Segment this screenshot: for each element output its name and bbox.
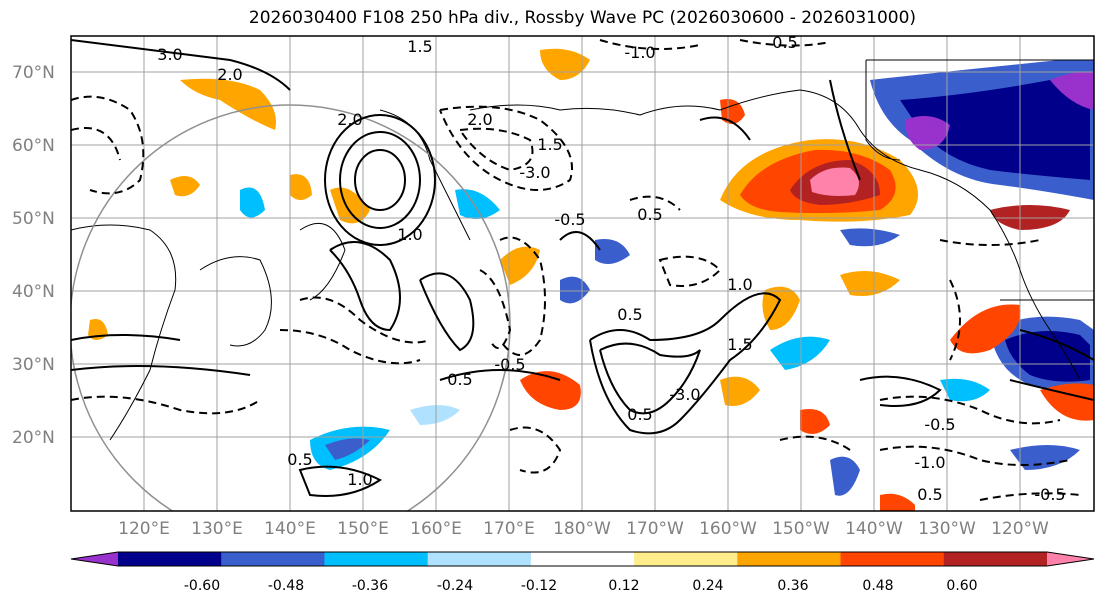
colorbar-tick-label: -0.48 <box>268 578 304 594</box>
colorbar-tick-label: 0.48 <box>862 578 893 594</box>
contour-label: -0.5 <box>924 415 955 434</box>
colorbar-tick-label: 0.12 <box>608 578 639 594</box>
colorbar-outline <box>70 551 1095 567</box>
map-title: 2026030400 F108 250 hPa div., Rossby Wav… <box>248 8 917 28</box>
contour-label: 1.0 <box>397 225 422 244</box>
colorbar-tick-label: -0.24 <box>437 578 473 594</box>
lon-label: 130°E <box>191 519 243 539</box>
contour-label-group: 3.0 2.0 1.5 -1.0 0.5 2.0 2.0 1.5 -3.0 0.5 1.0 0.5 0.… <box>157 33 1065 504</box>
contour-label: -0.5 <box>1034 485 1065 504</box>
colorbar-tick-labels: -0.60 -0.48 -0.36 -0.24 -0.12 0.12 0.24 … <box>184 578 978 594</box>
contour-label: 1.5 <box>727 335 752 354</box>
lat-label: 50°N <box>12 209 55 229</box>
lon-label: 170°W <box>626 519 684 539</box>
contour-label: 0.5 <box>772 33 797 52</box>
colorbar-swatch <box>1047 552 1094 566</box>
colorbar-tick-label: -0.60 <box>184 578 220 594</box>
contour-label: 0.5 <box>447 370 472 389</box>
colorbar-tick-label: -0.12 <box>521 578 557 594</box>
lon-label: 170°E <box>483 519 535 539</box>
lon-label: 160°E <box>410 519 462 539</box>
contour-label: 1.5 <box>537 135 562 154</box>
lat-label: 60°N <box>12 136 55 156</box>
contour-label: -3.0 <box>669 385 700 404</box>
colorbar-swatch <box>324 552 429 566</box>
contour-label: -0.5 <box>494 355 525 374</box>
lat-label: 40°N <box>12 282 55 302</box>
contour-label: 3.0 <box>157 45 182 64</box>
lon-label: 120°W <box>991 519 1049 539</box>
lon-label: 150°E <box>337 519 389 539</box>
colorbar-swatch <box>427 552 532 566</box>
colorbar-swatch <box>221 552 325 566</box>
contour-label: 0.5 <box>617 305 642 324</box>
contour-label: -1.0 <box>914 453 945 472</box>
lat-label: 20°N <box>12 428 55 448</box>
lat-label: 30°N <box>12 355 55 375</box>
colorbar-tick-label: -0.36 <box>352 578 388 594</box>
contour-label: 2.0 <box>217 65 242 84</box>
contour-label: 1.0 <box>347 470 372 489</box>
colorbar-swatch <box>840 552 945 566</box>
contours-negative <box>71 39 1081 501</box>
colorbar <box>70 551 1095 567</box>
divergence-shading <box>88 48 1094 511</box>
lon-label: 150°W <box>772 519 830 539</box>
lat-label: 70°N <box>12 63 55 83</box>
contour-label: 2.0 <box>337 110 362 129</box>
lon-label: 160°W <box>699 519 757 539</box>
latitude-labels: 70°N 60°N 50°N 40°N 30°N 20°N <box>12 63 55 448</box>
contour-label: -3.0 <box>519 163 550 182</box>
lon-label: 140°W <box>845 519 903 539</box>
colorbar-swatch <box>71 552 118 566</box>
colorbar-swatch <box>634 552 738 566</box>
lon-label: 180°W <box>553 519 611 539</box>
colorbar-tick-label: 0.60 <box>946 578 977 594</box>
contour-label: 1.5 <box>407 37 432 56</box>
longitude-labels: 120°E 130°E 140°E 150°E 160°E 170°E 180°… <box>118 519 1049 539</box>
colorbar-swatch <box>530 552 635 566</box>
colorbar-swatch <box>737 552 842 566</box>
colorbar-swatch <box>943 552 1048 566</box>
colorbar-tick-label: 0.24 <box>692 578 723 594</box>
map-frame <box>70 35 1095 512</box>
lon-label: 120°E <box>118 519 170 539</box>
wave-packet-circle <box>71 104 511 511</box>
contour-label: -0.5 <box>554 210 585 229</box>
contour-label: 1.0 <box>727 275 752 294</box>
contour-label: 0.5 <box>637 205 662 224</box>
contours-positive <box>71 39 1094 497</box>
lon-label: 130°W <box>918 519 976 539</box>
colorbar-swatch <box>118 552 222 566</box>
contour-label: 2.0 <box>467 110 492 129</box>
contour-label: 0.5 <box>287 450 312 469</box>
colorbar-tick-label: 0.36 <box>777 578 808 594</box>
coastlines <box>71 59 1094 441</box>
contour-label: -1.0 <box>624 43 655 62</box>
lon-label: 140°E <box>264 519 316 539</box>
contour-label: 0.5 <box>917 485 942 504</box>
contour-label: 0.5 <box>627 405 652 424</box>
